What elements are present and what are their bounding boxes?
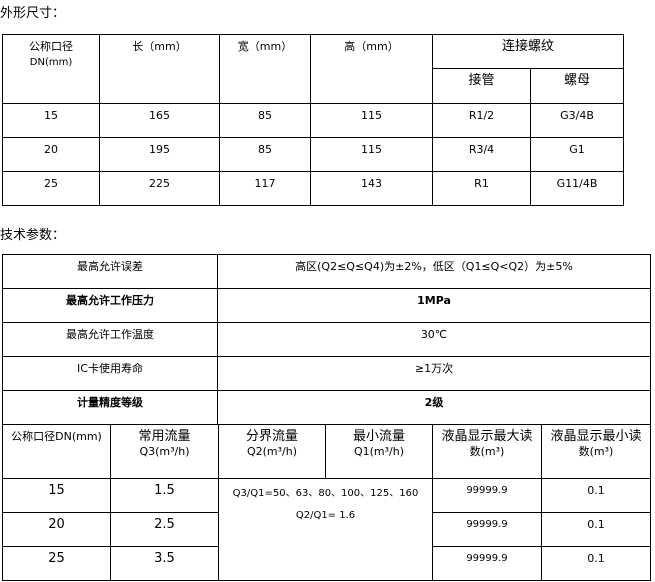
cell: 85 [219,137,311,172]
header-max-reading: 液晶显示最大读 数(m³) [432,424,542,479]
header-q2: 分界流量 Q2(m³/h) [218,424,326,479]
param-label: IC卡使用寿命 [2,356,218,391]
table-row: 15 165 85 115 R1/2 G3/4B [2,103,625,138]
param-value: ≥1万次 [217,356,651,391]
cell: 195 [99,137,220,172]
cell: G1 [529,137,625,172]
header-length: 长（mm） [99,34,220,104]
param-row: 最高允许工作压力 1MPa [2,288,651,323]
param-row: IC卡使用寿命 ≥1万次 [2,356,651,391]
table-row: 25 225 117 143 R1 G11/4B [2,171,625,206]
header-min-reading: 液晶显示最小读 数(m³) [541,424,651,479]
cell: 115 [310,103,433,138]
cell: 99999.9 [432,546,542,581]
param-label: 最高允许工作温度 [2,322,218,357]
cell: G11/4B [529,171,625,206]
param-value: 30℃ [217,322,651,357]
cell: 99999.9 [432,478,542,513]
cell: 225 [99,171,220,206]
cell: 25 [2,546,111,581]
param-label: 最高允许误差 [2,254,218,289]
table-row: 15 1.5 Q3/Q1=50、63、80、100、125、160 Q2/Q1= … [2,478,651,581]
specs-table: 最高允许误差 高区(Q2≤Q≤Q4)为±2%，低区（Q1≤Q<Q2）为±5% 最高… [2,254,651,425]
param-label: 最高允许工作压力 [2,288,218,323]
param-label: 计量精度等级 [2,390,218,425]
header-pipe: 接管 [432,68,531,104]
ratio-cell: Q3/Q1=50、63、80、100、125、160 Q2/Q1= 1.6 [218,478,433,581]
param-value: 1MPa [217,288,651,323]
header-nut: 螺母 [529,68,625,104]
header-thread: 连接螺纹 [431,34,625,69]
cell: 143 [310,171,433,206]
flow-table: 公称口径DN(mm) 常用流量 Q3(m³/h) 分界流量 Q2(m³/h) 最小流… [2,424,651,581]
cell: 115 [310,137,433,172]
header-q3: 常用流量 Q3(m³/h) [110,424,219,479]
cell: 85 [219,103,311,138]
cell: 117 [219,171,311,206]
header-q1: 最小流量 Q1(m³/h) [325,424,433,479]
cell: 3.5 [110,546,219,581]
cell: R1/2 [432,103,531,138]
cell: R3/4 [432,137,531,172]
cell: 15 [2,478,111,513]
cell: 0.1 [541,478,651,513]
param-row: 最高允许工作温度 30℃ [2,322,651,357]
cell: 25 [2,171,100,206]
dimensions-table: 公称口径 DN(mm) 长（mm） 宽（mm） 高（mm） 连接螺纹 接管 螺母 … [2,34,625,206]
cell: 165 [99,103,220,138]
header-height: 高（mm） [310,34,433,104]
cell: R1 [432,171,531,206]
cell: 2.5 [110,512,219,547]
param-row: 最高允许误差 高区(Q2≤Q≤Q4)为±2%，低区（Q1≤Q<Q2）为±5% [2,254,651,289]
header-dn: 公称口径DN(mm) [2,424,111,479]
param-row: 计量精度等级 2级 [2,390,651,425]
table-row: 25 3.5 99999.9 0.1 [2,546,651,581]
cell: G3/4B [529,103,625,138]
cell: 20 [2,137,100,172]
param-value: 2级 [217,390,651,425]
cell: 20 [2,512,111,547]
section-title-specs: 技术参数： [0,228,66,243]
cell: 0.1 [541,512,651,547]
table-row: 20 195 85 115 R3/4 G1 [2,137,625,172]
cell: 1.5 [110,478,219,513]
section-title-dimensions: 外形尺寸： [0,6,66,21]
header-width: 宽（mm） [219,34,311,104]
cell: 0.1 [541,546,651,581]
cell: 99999.9 [432,512,542,547]
param-value: 高区(Q2≤Q≤Q4)为±2%，低区（Q1≤Q<Q2）为±5% [217,254,651,289]
cell: 15 [2,103,100,138]
